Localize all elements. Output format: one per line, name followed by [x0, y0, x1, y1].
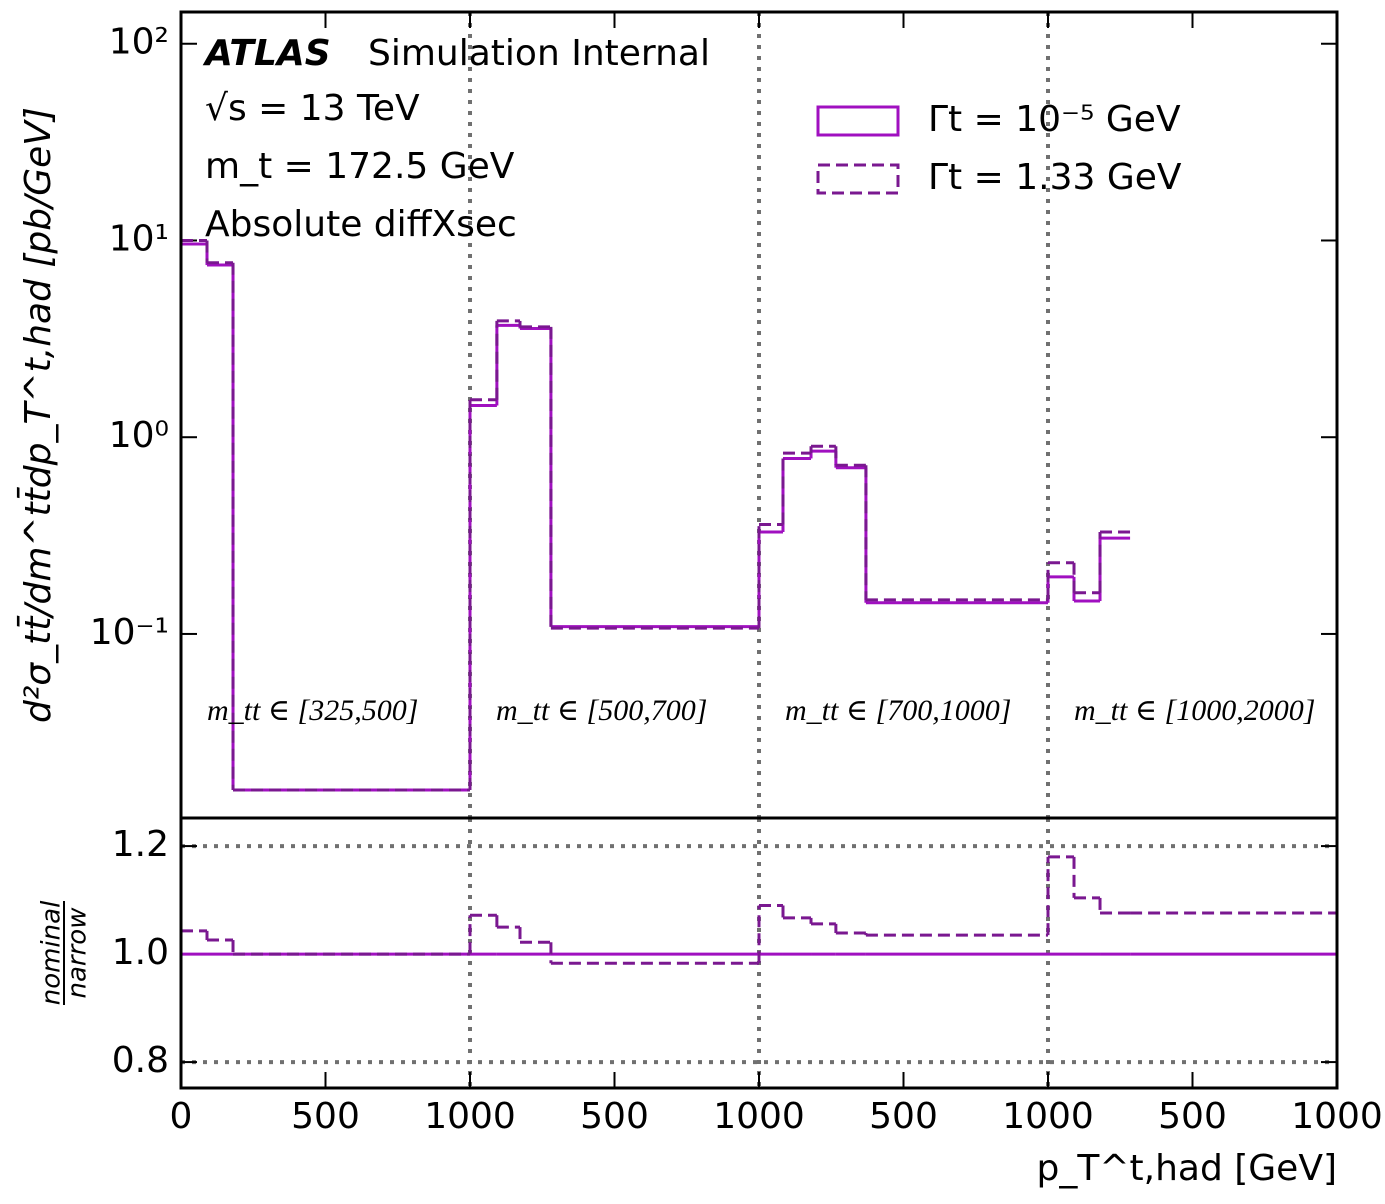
- info-text: ATLAS: [202, 33, 331, 74]
- y-axis-label: narrow: [63, 907, 93, 999]
- y-axis-label: nominal: [37, 900, 67, 1005]
- legend-swatch: [816, 105, 900, 137]
- x-tick-label: 500: [869, 1096, 938, 1137]
- y-tick-label: 0.8: [112, 1040, 169, 1081]
- info-text: Simulation Internal: [368, 33, 710, 74]
- y-tick-label: 1.2: [112, 824, 169, 865]
- legend-label: Γt = 1.33 GeV: [928, 157, 1182, 198]
- info-text: m_t = 172.5 GeV: [205, 146, 515, 187]
- info-text: Absolute diffXsec: [205, 204, 517, 245]
- y-tick-label: 1.0: [112, 932, 169, 973]
- axes-frame: [179, 816, 1339, 1090]
- info-text: √s = 13 TeV: [205, 88, 420, 129]
- x-tick-label: 0: [170, 1096, 193, 1137]
- x-axis-label: p_T^t,had [GeV]: [1037, 1148, 1338, 1189]
- y-axis-label: d²σ_tt̄/dm^tt̄dp_T^t,had [pb/GeV]: [16, 107, 59, 723]
- x-tick-label: 1000: [713, 1096, 805, 1137]
- region-label: m_tt ∈ [325,500]: [207, 694, 418, 727]
- x-tick-label: 500: [291, 1096, 360, 1137]
- region-label: m_tt ∈ [700,1000]: [785, 694, 1011, 727]
- y-tick-label: 10⁰: [109, 415, 169, 456]
- x-tick-label: 500: [1158, 1096, 1227, 1137]
- x-tick-label: 1000: [1002, 1096, 1094, 1137]
- y-tick-label: 10¹: [109, 218, 169, 259]
- region-label: m_tt ∈ [1000,2000]: [1074, 694, 1315, 727]
- y-tick-label: 10⁻¹: [90, 612, 169, 653]
- y-tick-label: 10²: [109, 22, 169, 63]
- x-tick-label: 500: [580, 1096, 649, 1137]
- region-label: m_tt ∈ [500,700]: [496, 694, 707, 727]
- legend-swatch: [816, 163, 900, 195]
- x-tick-label: 1000: [424, 1096, 516, 1137]
- legend-label: Γt = 10⁻⁵ GeV: [928, 99, 1181, 140]
- x-tick-label: 1000: [1291, 1096, 1383, 1137]
